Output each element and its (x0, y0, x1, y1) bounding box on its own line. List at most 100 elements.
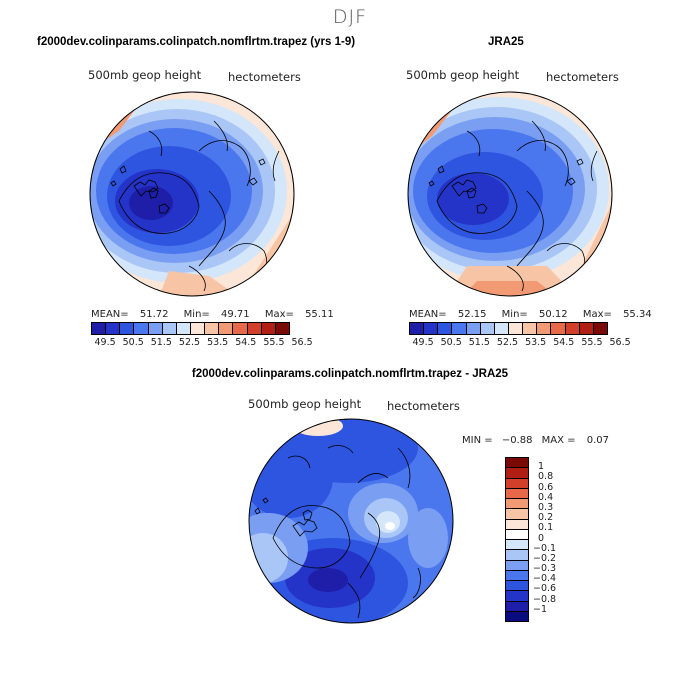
diff-colorbar-swatch (506, 540, 528, 551)
colorbar-swatch (494, 323, 509, 334)
obs-mean-label: MEAN= (409, 309, 447, 320)
colorbar-tick-label: 53.5 (525, 337, 547, 348)
diff-coastlines (254, 445, 421, 619)
diff-stats: MIN = −0.88 MAX = 0.07 (462, 435, 609, 446)
diff-colorbar-tick-label: −0.1 (533, 542, 557, 554)
diff-colorbar-tick-label: −0.4 (533, 573, 557, 585)
model-min-label: Min= (183, 309, 210, 320)
diff-colorbar-tick-label: 0.1 (538, 522, 554, 534)
diff-min-label: MIN = (462, 435, 493, 446)
colorbar-swatch (466, 323, 481, 334)
colorbar-swatch (261, 323, 276, 334)
colorbar-tick-label: 51.5 (150, 337, 172, 348)
diff-colorbar-tick-label: −0.8 (533, 593, 557, 605)
model-mean-value: 51.72 (139, 309, 169, 320)
model-panel-title: f2000dev.colinparams.colinpatch.nomflrtm… (37, 36, 356, 48)
obs-max-value: 55.34 (623, 309, 652, 320)
diff-min-value: −0.88 (501, 435, 533, 446)
diff-colorbar-swatch (506, 499, 528, 510)
colorbar-swatch (410, 323, 425, 334)
colorbar-swatch (508, 323, 524, 334)
colorbar-swatch (452, 323, 467, 334)
diff-colorbar-tick-label: 0.4 (538, 491, 554, 503)
colorbar-tick-label: 54.5 (553, 337, 575, 348)
diff-colorbar-swatch (506, 468, 528, 479)
diff-colorbar-swatch (506, 519, 528, 530)
diff-colorbar-tick-label: 0.2 (538, 512, 554, 524)
model-mean-label: MEAN= (91, 309, 129, 320)
colorbar-swatch (593, 323, 607, 334)
colorbar-tick-label: 54.5 (235, 337, 257, 348)
diff-colorbar-tick-label: −0.2 (533, 552, 557, 564)
diff-colorbar-swatch (506, 591, 528, 602)
diff-colorbar (505, 457, 529, 622)
diff-colorbar-tick-label: 0 (538, 532, 545, 544)
diff-colorbar-swatch (506, 601, 528, 612)
diff-colorbar-swatch (506, 478, 528, 489)
diff-colorbar-tick-label: 0.3 (538, 501, 554, 513)
diff-colorbar-swatch (506, 570, 528, 581)
model-max-label: Max= (264, 309, 294, 320)
model-max-value: 55.11 (305, 309, 334, 320)
diff-colorbar-tick-label: 0.6 (538, 481, 554, 493)
obs-units-label: hectometers (546, 70, 619, 84)
diff-colorbar-swatch (506, 550, 528, 561)
colorbar-tick-label: 56.5 (291, 337, 313, 348)
colorbar-tick-label: 52.5 (178, 337, 201, 348)
colorbar-swatch (148, 323, 163, 334)
colorbar-tick-label: 50.5 (122, 337, 144, 348)
obs-stats: MEAN= 52.15 Min= 50.12 Max= 55.34 (409, 309, 652, 320)
colorbar-swatch (162, 323, 177, 334)
colorbar-swatch (537, 323, 552, 334)
colorbar-swatch (480, 323, 495, 334)
diff-colorbar-tick-label: 0.8 (538, 471, 554, 483)
colorbar-swatch (438, 323, 453, 334)
obs-min-value: 50.12 (538, 309, 568, 320)
diff-variable-label: 500mb geop height (248, 397, 362, 411)
colorbar-swatch (424, 323, 439, 334)
colorbar-swatch (92, 323, 107, 334)
obs-min-label: Min= (501, 309, 528, 320)
colorbar-tick-label: 53.5 (207, 337, 229, 348)
colorbar-swatch (247, 323, 262, 334)
diff-colorbar-swatch (506, 529, 528, 540)
diff-colorbar-swatch (506, 560, 528, 571)
colorbar-swatch (176, 323, 191, 334)
colorbar-swatch (275, 323, 289, 334)
model-units-label: hectometers (228, 70, 301, 84)
colorbar-swatch (233, 323, 248, 334)
obs-colorbar (409, 322, 608, 335)
diff-colorbar-tick-label: −0.3 (533, 563, 557, 575)
obs-variable-label: 500mb geop height (406, 68, 520, 82)
colorbar-swatch (565, 323, 580, 334)
model-min-value: 49.71 (220, 309, 250, 320)
colorbar-tick-label: 56.5 (609, 337, 631, 348)
obs-polar-map (407, 91, 613, 297)
diff-panel-title: f2000dev.colinparams.colinpatch.nomflrtm… (191, 368, 509, 380)
obs-coastlines (428, 120, 598, 292)
diff-colorbar-swatch (506, 458, 528, 469)
model-polar-map (89, 91, 295, 297)
colorbar-tick-label: 49.5 (94, 337, 116, 348)
diff-colorbar-tick-label: 1 (538, 461, 545, 473)
diff-colorbar-swatch (506, 581, 528, 592)
colorbar-swatch (551, 323, 566, 334)
diff-colorbar-tick-label: −0.6 (533, 583, 557, 595)
colorbar-swatch (106, 323, 121, 334)
diff-colorbar-swatch (506, 488, 528, 499)
colorbar-swatch (219, 323, 234, 334)
colorbar-swatch (205, 323, 220, 334)
colorbar-swatch (579, 323, 594, 334)
colorbar-swatch (190, 323, 206, 334)
diff-map-border (248, 418, 454, 624)
colorbar-swatch (134, 323, 149, 334)
diff-polar-map (248, 418, 454, 624)
obs-map-border (407, 91, 613, 297)
obs-panel-title: JRA25 (488, 36, 524, 48)
colorbar-tick-label: 52.5 (496, 337, 519, 348)
model-stats: MEAN= 51.72 Min= 49.71 Max= 55.11 (91, 309, 334, 320)
colorbar-tick-label: 51.5 (468, 337, 490, 348)
season-title: DJF (332, 6, 368, 28)
obs-mean-value: 52.15 (457, 309, 487, 320)
colorbar-tick-label: 50.5 (440, 337, 462, 348)
